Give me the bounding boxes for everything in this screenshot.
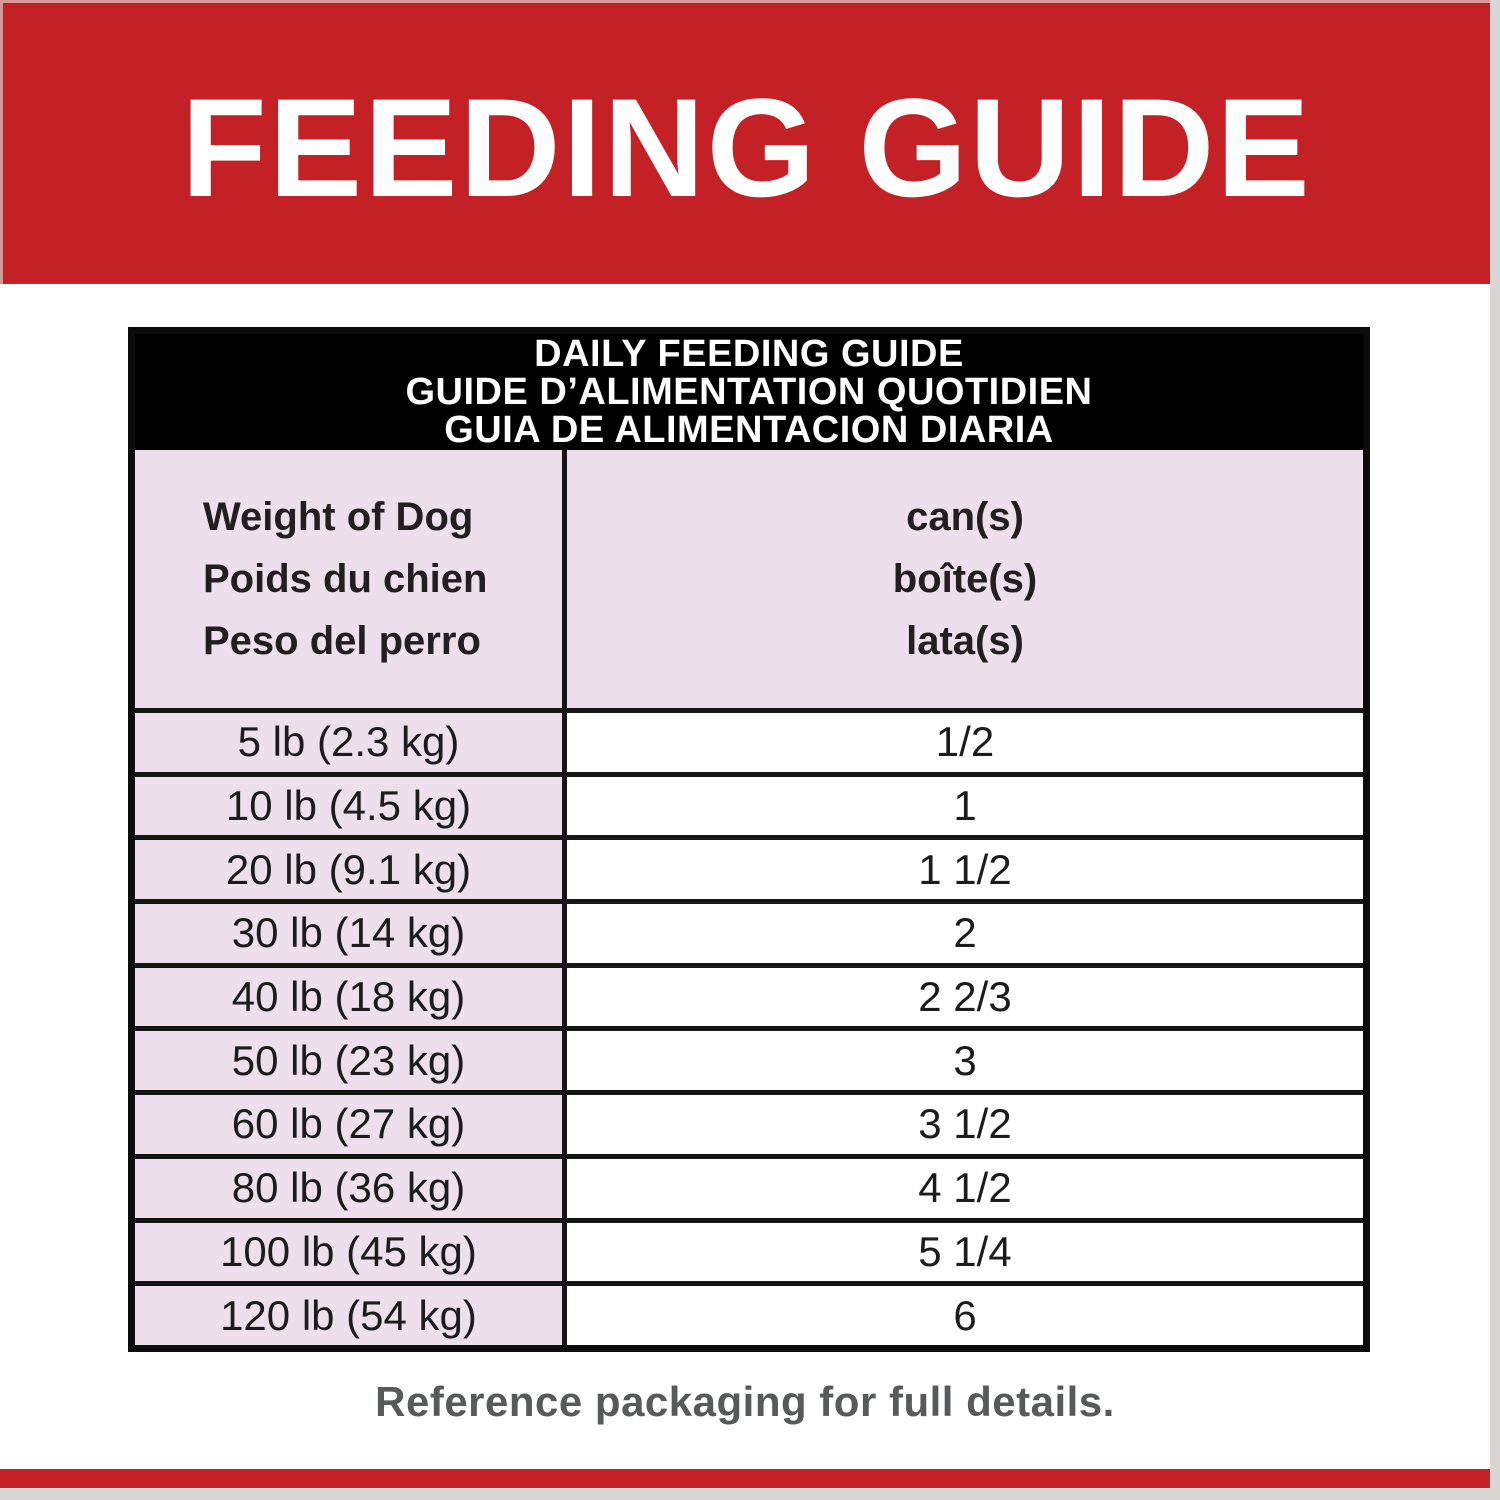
col-header-cans-en: can(s)	[906, 495, 1024, 539]
cans-cell: 1	[567, 776, 1363, 836]
cans-cell: 6	[567, 1286, 1363, 1345]
weight-cell: 50 lb (23 kg)	[135, 1031, 567, 1091]
col-header-weight: Weight of Dog Poids du chien Peso del pe…	[135, 450, 567, 708]
weight-cell: 5 lb (2.3 kg)	[135, 713, 567, 772]
col-header-cans-es: lata(s)	[906, 619, 1024, 663]
weight-cell: 80 lb (36 kg)	[135, 1158, 567, 1218]
right-gray-edge	[1490, 0, 1500, 1500]
weight-cell: 20 lb (9.1 kg)	[135, 840, 567, 900]
col-header-weight-en: Weight of Dog	[203, 495, 474, 539]
feeding-table-body: 5 lb (2.3 kg) 1/2 10 lb (4.5 kg) 1 20 lb…	[135, 708, 1363, 1345]
cans-cell: 4 1/2	[567, 1158, 1363, 1218]
cans-cell: 3	[567, 1031, 1363, 1091]
weight-cell: 10 lb (4.5 kg)	[135, 776, 567, 836]
cans-cell: 1 1/2	[567, 840, 1363, 900]
weight-cell: 30 lb (14 kg)	[135, 904, 567, 963]
weight-cell: 60 lb (27 kg)	[135, 1095, 567, 1154]
col-header-weight-fr: Poids du chien	[203, 557, 488, 601]
cans-cell: 5 1/4	[567, 1222, 1363, 1282]
cans-cell: 2	[567, 904, 1363, 963]
table-row: 120 lb (54 kg) 6	[135, 1281, 1363, 1345]
table-row: 50 lb (23 kg) 3	[135, 1026, 1363, 1091]
table-title-line-fr: GUIDE D’ALIMENTATION QUOTIDIEN	[405, 371, 1093, 413]
page-title: FEEDING GUIDE	[181, 68, 1312, 226]
table-header-row: Weight of Dog Poids du chien Peso del pe…	[135, 450, 1363, 708]
weight-cell: 100 lb (45 kg)	[135, 1222, 567, 1282]
table-row: 5 lb (2.3 kg) 1/2	[135, 708, 1363, 772]
table-row: 20 lb (9.1 kg) 1 1/2	[135, 835, 1363, 900]
table-row: 100 lb (45 kg) 5 1/4	[135, 1217, 1363, 1282]
bottom-gray-edge	[0, 1488, 1490, 1500]
feeding-table: DAILY FEEDING GUIDE GUIDE D’ALIMENTATION…	[128, 327, 1370, 1352]
bottom-red-strip	[0, 1469, 1490, 1488]
col-header-cans: can(s) boîte(s) lata(s)	[567, 450, 1363, 708]
col-header-weight-es: Peso del perro	[203, 619, 481, 663]
cans-cell: 2 2/3	[567, 967, 1363, 1027]
table-row: 80 lb (36 kg) 4 1/2	[135, 1153, 1363, 1218]
weight-cell: 40 lb (18 kg)	[135, 967, 567, 1027]
col-header-cans-fr: boîte(s)	[892, 557, 1038, 601]
cans-cell: 1/2	[567, 713, 1363, 772]
table-title-line-en: DAILY FEEDING GUIDE	[534, 333, 964, 375]
table-title-line-es: GUIA DE ALIMENTACION DIARIA	[444, 409, 1054, 451]
weight-cell: 120 lb (54 kg)	[135, 1286, 567, 1345]
table-row: 30 lb (14 kg) 2	[135, 899, 1363, 963]
table-row: 60 lb (27 kg) 3 1/2	[135, 1090, 1363, 1154]
cans-cell: 3 1/2	[567, 1095, 1363, 1154]
feeding-guide-banner: FEEDING GUIDE	[0, 0, 1490, 284]
table-row: 10 lb (4.5 kg) 1	[135, 771, 1363, 836]
table-row: 40 lb (18 kg) 2 2/3	[135, 962, 1363, 1027]
table-title: DAILY FEEDING GUIDE GUIDE D’ALIMENTATION…	[135, 334, 1363, 450]
reference-note: Reference packaging for full details.	[375, 1378, 1115, 1425]
